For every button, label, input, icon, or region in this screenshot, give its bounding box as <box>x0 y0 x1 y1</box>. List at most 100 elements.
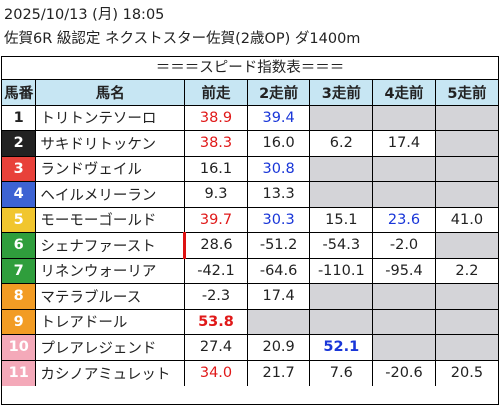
speed-index-cell: 38.3 <box>184 130 248 157</box>
table-row: 8 マテラブルース -2.3 17.4 <box>2 283 498 310</box>
empty-index-cell <box>434 130 498 157</box>
empty-index-cell <box>372 104 436 131</box>
empty-index-cell <box>434 308 498 335</box>
speed-index-cell: 13.3 <box>246 181 311 208</box>
table-row: 3 ランドヴェイル 16.1 30.8 <box>2 155 498 182</box>
speed-index-cell: -51.2 <box>246 232 311 259</box>
horse-number: 7 <box>2 257 37 284</box>
table-row: 10 プレアレジェンド 27.4 20.9 52.1 <box>2 334 498 361</box>
horse-number: 9 <box>2 308 37 335</box>
table-row: 1 トリトンテソーロ 38.9 39.4 <box>2 104 498 131</box>
horse-number: 6 <box>2 232 37 259</box>
table-row: 11 カシノアミュレット 34.0 21.7 7.6 -20.6 20.5 <box>2 359 498 386</box>
empty-index-cell <box>434 181 498 208</box>
col-header-3-races-ago: 3走前 <box>309 79 374 106</box>
horse-name: マテラブルース <box>35 283 186 310</box>
speed-index-cell: 53.8 <box>184 308 248 335</box>
horse-number: 1 <box>2 104 37 131</box>
horse-name: カシノアミュレット <box>35 359 186 386</box>
empty-index-cell <box>246 308 311 335</box>
speed-index-cell: -20.6 <box>372 359 436 386</box>
empty-index-cell <box>434 334 498 361</box>
empty-index-cell <box>434 232 498 259</box>
horse-name: サキドリトッケン <box>35 130 186 157</box>
empty-index-cell <box>372 308 436 335</box>
speed-index-cell: 30.3 <box>246 206 311 233</box>
speed-index-cell: -2.0 <box>372 232 436 259</box>
speed-index-cell: -54.3 <box>309 232 374 259</box>
table-row: 2 サキドリトッケン 38.3 16.0 6.2 17.4 <box>2 130 498 157</box>
speed-index-cell: 9.3 <box>184 181 248 208</box>
col-header-5-races-ago: 5走前 <box>434 79 498 106</box>
empty-index-cell <box>309 181 374 208</box>
horse-name: モーモーゴールド <box>35 206 186 233</box>
speed-index-cell: 16.1 <box>184 155 248 182</box>
speed-index-cell: 6.2 <box>309 130 374 157</box>
table-row: 6 シェナファースト 28.6 -51.2 -54.3 -2.0 <box>2 232 498 259</box>
col-header-4-races-ago: 4走前 <box>372 79 436 106</box>
speed-index-cell: 7.6 <box>309 359 374 386</box>
col-header-horse-name: 馬名 <box>35 79 186 106</box>
horse-number: 11 <box>2 359 37 386</box>
horse-number: 5 <box>2 206 37 233</box>
speed-index-cell: 21.7 <box>246 359 311 386</box>
col-header-number: 馬番 <box>2 79 37 106</box>
col-header-2-races-ago: 2走前 <box>246 79 311 106</box>
empty-index-cell <box>309 104 374 131</box>
horse-name: シェナファースト <box>35 232 187 259</box>
table-row: 5 モーモーゴールド 39.7 30.3 15.1 23.6 41.0 <box>2 206 498 233</box>
speed-index-cell: 17.4 <box>246 283 311 310</box>
speed-index-cell: 28.6 <box>184 232 248 259</box>
horse-name: トリトンテソーロ <box>35 104 186 131</box>
horse-number: 8 <box>2 283 37 310</box>
speed-index-cell: 38.9 <box>184 104 248 131</box>
horse-number: 4 <box>2 181 37 208</box>
speed-index-cell: 34.0 <box>184 359 248 386</box>
empty-index-cell <box>372 334 436 361</box>
table-header-row: 馬番 馬名 前走 2走前 3走前 4走前 5走前 <box>2 79 498 106</box>
speed-index-cell: 30.8 <box>246 155 311 182</box>
speed-index-table: 馬番 馬名 前走 2走前 3走前 4走前 5走前 1 トリトンテソーロ 38.9 39… <box>2 79 498 386</box>
speed-index-banner: ＝＝＝スピード指数表＝＝＝ <box>2 57 498 80</box>
speed-index-cell: 52.1 <box>309 334 374 361</box>
speed-index-cell: 20.5 <box>434 359 498 386</box>
horse-number: 2 <box>2 130 37 157</box>
speed-index-cell: -64.6 <box>246 257 311 284</box>
empty-index-cell <box>372 283 436 310</box>
table-row: 4 ヘイルメリーラン 9.3 13.3 <box>2 181 498 208</box>
empty-index-cell <box>309 283 374 310</box>
speed-index-cell: -42.1 <box>184 257 248 284</box>
speed-index-cell: 17.4 <box>372 130 436 157</box>
speed-index-cell: 2.2 <box>434 257 498 284</box>
speed-index-panel: ＝＝＝スピード指数表＝＝＝ 馬番 馬名 前走 2走前 3走前 4走前 5走前 1… <box>1 56 499 405</box>
race-datetime: 2025/10/13 (月) 18:05 <box>4 7 165 23</box>
speed-index-cell: 15.1 <box>309 206 374 233</box>
race-title: 佐賀6R 級認定 ネクストスター佐賀(2歳OP) ダ1400m <box>4 31 361 47</box>
empty-index-cell <box>372 155 436 182</box>
table-row: 7 リネンウォーリア -42.1 -64.6 -110.1 -95.4 2.2 <box>2 257 498 284</box>
speed-index-cell: 20.9 <box>246 334 311 361</box>
speed-index-cell: 41.0 <box>434 206 498 233</box>
empty-index-cell <box>434 283 498 310</box>
empty-index-cell <box>434 155 498 182</box>
horse-number: 10 <box>2 334 37 361</box>
empty-index-cell <box>372 181 436 208</box>
horse-name: ランドヴェイル <box>35 155 186 182</box>
speed-index-cell: 23.6 <box>372 206 436 233</box>
empty-index-cell <box>434 104 498 131</box>
speed-index-cell: 39.7 <box>184 206 248 233</box>
horse-name: プレアレジェンド <box>35 334 186 361</box>
horse-name: リネンウォーリア <box>35 257 186 284</box>
horse-name: ヘイルメリーラン <box>35 181 186 208</box>
horse-number: 3 <box>2 155 37 182</box>
speed-index-cell: 16.0 <box>246 130 311 157</box>
horse-name: トレアドール <box>35 308 186 335</box>
speed-index-cell: 27.4 <box>184 334 248 361</box>
speed-index-cell: -95.4 <box>372 257 436 284</box>
speed-index-cell: -2.3 <box>184 283 248 310</box>
col-header-last-race: 前走 <box>184 79 248 106</box>
table-row: 9 トレアドール 53.8 <box>2 308 498 335</box>
speed-index-cell: 39.4 <box>246 104 311 131</box>
empty-index-cell <box>309 308 374 335</box>
speed-index-cell: -110.1 <box>309 257 374 284</box>
